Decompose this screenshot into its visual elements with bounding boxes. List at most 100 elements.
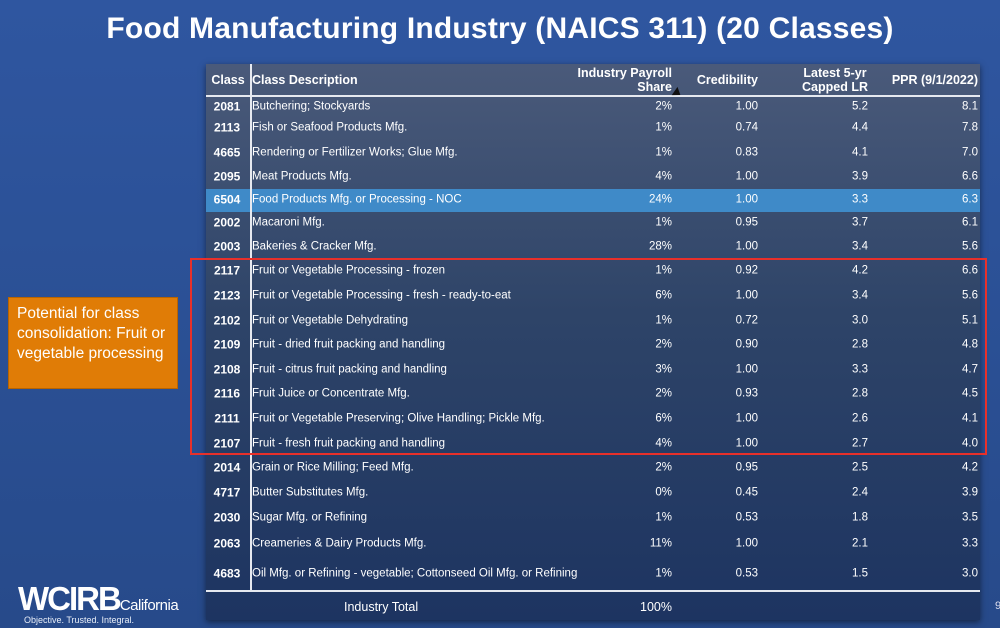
cell-description: Bakeries & Cracker Mfg. (252, 240, 377, 252)
table-row: 2111 Fruit or Vegetable Preserving; Olive… (206, 407, 980, 432)
total-row: Industry Total 100% (206, 590, 980, 622)
cell-payroll-share: 24% (648, 193, 672, 206)
cell-credibility: 1.00 (735, 100, 758, 113)
cell-ppr: 6.6 (962, 170, 978, 183)
table-row: 2108 Fruit - citrus fruit packing and han… (206, 358, 980, 383)
cell-payroll-share: 2% (655, 387, 672, 400)
cell-description: Fruit or Vegetable Preserving; Olive Han… (252, 412, 545, 425)
cell-ppr: 4.8 (962, 338, 978, 351)
cell-class: 2113 (213, 120, 241, 135)
cell-capped-lr: 2.5 (852, 461, 868, 474)
cell-credibility: 1.00 (735, 412, 758, 425)
cell-description: Fruit or Vegetable Processing - fresh - … (252, 289, 511, 302)
cell-ppr: 6.1 (962, 216, 978, 229)
cell-ppr: 4.0 (962, 437, 978, 450)
cell-class: 2014 (213, 460, 241, 475)
cell-description: Butter Substitutes Mfg. (252, 486, 369, 499)
cell-ppr: 4.2 (962, 461, 978, 474)
cell-description: Fruit Juice or Concentrate Mfg. (252, 387, 410, 400)
cell-class: 2002 (213, 215, 241, 230)
cell-credibility: 1.00 (735, 240, 758, 252)
cell-class: 2081 (213, 99, 241, 114)
cell-capped-lr: 3.9 (852, 170, 868, 183)
cell-credibility: 0.53 (735, 511, 758, 524)
cell-ppr: 3.9 (962, 486, 978, 499)
cell-payroll-share: 6% (655, 289, 672, 302)
header-lr: Latest 5-yr Capped LR (802, 66, 868, 94)
cell-class: 6504 (213, 192, 241, 207)
cell-class: 2030 (213, 510, 241, 525)
cell-payroll-share: 3% (655, 363, 672, 376)
cell-capped-lr: 3.0 (852, 314, 868, 327)
cell-ppr: 6.3 (962, 193, 978, 206)
cell-capped-lr: 4.1 (852, 146, 868, 158)
header-credibility: Credibility (696, 73, 758, 87)
cell-payroll-share: 4% (655, 170, 672, 183)
cell-ppr: 4.5 (962, 387, 978, 400)
logo-region: California (119, 597, 179, 614)
cell-payroll-share: 1% (655, 264, 672, 277)
header-payroll-line1: Industry Payroll (577, 66, 672, 80)
cell-capped-lr: 2.1 (852, 537, 868, 550)
header-payroll-line2: Share (637, 80, 672, 94)
table-row: 2003 Bakeries & Cracker Mfg. 28% 1.00 3.4 5.6 (206, 235, 980, 259)
cell-credibility: 1.00 (735, 289, 758, 302)
cell-payroll-share: 11% (649, 537, 672, 550)
table-row: 2002 Macaroni Mfg. 1% 0.95 3.7 6.1 (206, 212, 980, 235)
cell-credibility: 1.00 (735, 170, 758, 183)
header-class: Class (211, 73, 245, 87)
cell-class: 2003 (213, 239, 241, 253)
cell-payroll-share: 6% (655, 412, 672, 425)
header-ppr: PPR (9/1/2022) (891, 73, 978, 87)
cell-capped-lr: 4.4 (852, 121, 868, 134)
cell-credibility: 0.72 (735, 314, 758, 327)
cell-class: 2095 (213, 169, 241, 184)
cell-description: Sugar Mfg. or Refining (252, 511, 368, 524)
cell-ppr: 6.6 (962, 264, 978, 277)
cell-capped-lr: 3.4 (852, 289, 868, 302)
table-row: 2014 Grain or Rice Milling; Feed Mfg. 2% 0.… (206, 456, 980, 481)
table-row: 2113 Fish or Seafood Products Mfg. 1% 0.74 4… (206, 117, 980, 141)
fruit-vegetable-group-outline (190, 258, 987, 455)
table-row: 4717 Butter Substitutes Mfg. 0% 0.45 2.4 3.9 (206, 481, 980, 506)
cell-credibility: 0.45 (735, 486, 758, 499)
cell-capped-lr: 2.8 (852, 387, 868, 400)
cell-class: 2107 (213, 436, 241, 451)
cell-credibility: 1.00 (735, 537, 758, 550)
cell-class: 4683 (213, 566, 241, 581)
cell-description: Meat Products Mfg. (252, 170, 352, 183)
cell-credibility: 0.95 (735, 461, 758, 474)
cell-class: 2123 (213, 288, 241, 303)
total-label: Industry Total (344, 600, 419, 614)
table-row: 4683 Oil Mfg. or Refining - vegetable; Co… (206, 558, 980, 592)
wcirb-logo: WCIRBCalifornia Objective. Trusted. Inte… (18, 582, 179, 625)
cell-credibility: 1.00 (735, 193, 758, 206)
table-row: 2117 Fruit or Vegetable Processing - froz… (206, 259, 980, 284)
cell-credibility: 0.83 (735, 146, 758, 158)
cell-description: Butchering; Stockyards (252, 100, 371, 113)
cell-capped-lr: 2.7 (852, 437, 868, 450)
cell-class: 2102 (213, 313, 241, 328)
header-payroll: Industry Payroll Share (578, 66, 672, 94)
cell-payroll-share: 1% (655, 216, 672, 229)
cell-payroll-share: 1% (655, 511, 672, 524)
cell-capped-lr: 1.5 (852, 567, 868, 580)
cell-payroll-share: 4% (655, 437, 672, 450)
table-row: 2107 Fruit - fresh fruit packing and hand… (206, 432, 980, 457)
cell-capped-lr: 2.6 (852, 412, 868, 425)
cell-capped-lr: 3.3 (852, 363, 868, 376)
cell-capped-lr: 3.4 (852, 240, 868, 252)
cell-description: Fruit - fresh fruit packing and handling (252, 437, 446, 450)
table-row: 2116 Fruit Juice or Concentrate Mfg. 2% 0.9… (206, 382, 980, 407)
cell-ppr: 5.6 (962, 289, 978, 302)
cell-description: Creameries & Dairy Products Mfg. (252, 537, 427, 550)
cell-credibility: 0.90 (735, 338, 758, 351)
cell-ppr: 3.5 (962, 511, 978, 524)
cell-class: 2111 (214, 411, 240, 426)
cell-ppr: 8.1 (962, 100, 978, 113)
cell-ppr: 5.1 (962, 314, 978, 327)
cell-ppr: 7.8 (962, 121, 978, 134)
cell-class: 2117 (213, 263, 241, 278)
cell-description: Fruit - citrus fruit packing and handlin… (252, 363, 447, 376)
cell-description: Rendering or Fertilizer Works; Glue Mfg. (252, 146, 458, 158)
